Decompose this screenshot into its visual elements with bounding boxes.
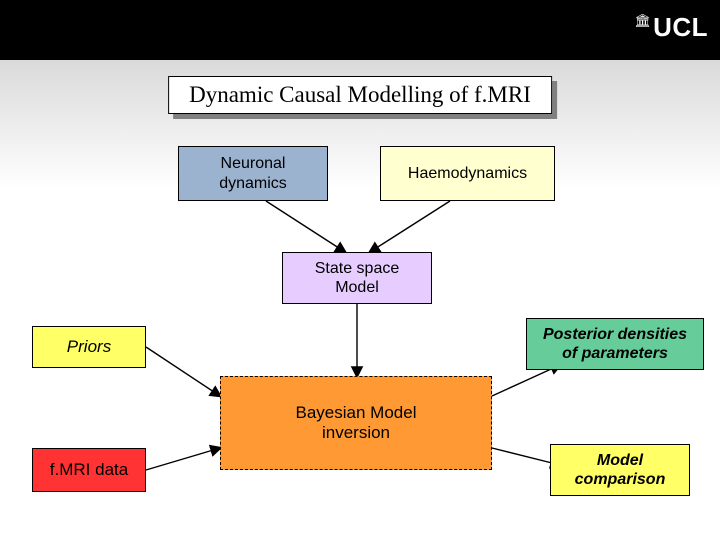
logo-dome-icon: 🏛 [635, 13, 652, 29]
node-priors: Priors [32, 326, 146, 368]
node-posterior: Posterior densities of parameters [526, 318, 704, 370]
node-bayes: Bayesian Model inversion [220, 376, 492, 470]
node-modelcomp: Model comparison [550, 444, 690, 496]
edge-3 [146, 347, 220, 396]
diagram-stage: Dynamic Causal Modelling of f.MRI Neuron… [0, 60, 720, 540]
node-state: State space Model [282, 252, 432, 304]
node-haemo: Haemodynamics [380, 146, 555, 201]
slide-title: Dynamic Causal Modelling of f.MRI [168, 76, 552, 114]
logo-text: UCL [653, 12, 708, 43]
edge-1 [370, 201, 450, 252]
slide-title-wrap: Dynamic Causal Modelling of f.MRI [168, 76, 552, 114]
ucl-logo: 🏛 UCL [635, 12, 708, 43]
header-bar: 🏛 UCL [0, 0, 720, 60]
node-neuronal: Neuronal dynamics [178, 146, 328, 201]
node-fmri: f.MRI data [32, 448, 146, 492]
edge-0 [266, 201, 345, 252]
edge-4 [146, 448, 220, 470]
